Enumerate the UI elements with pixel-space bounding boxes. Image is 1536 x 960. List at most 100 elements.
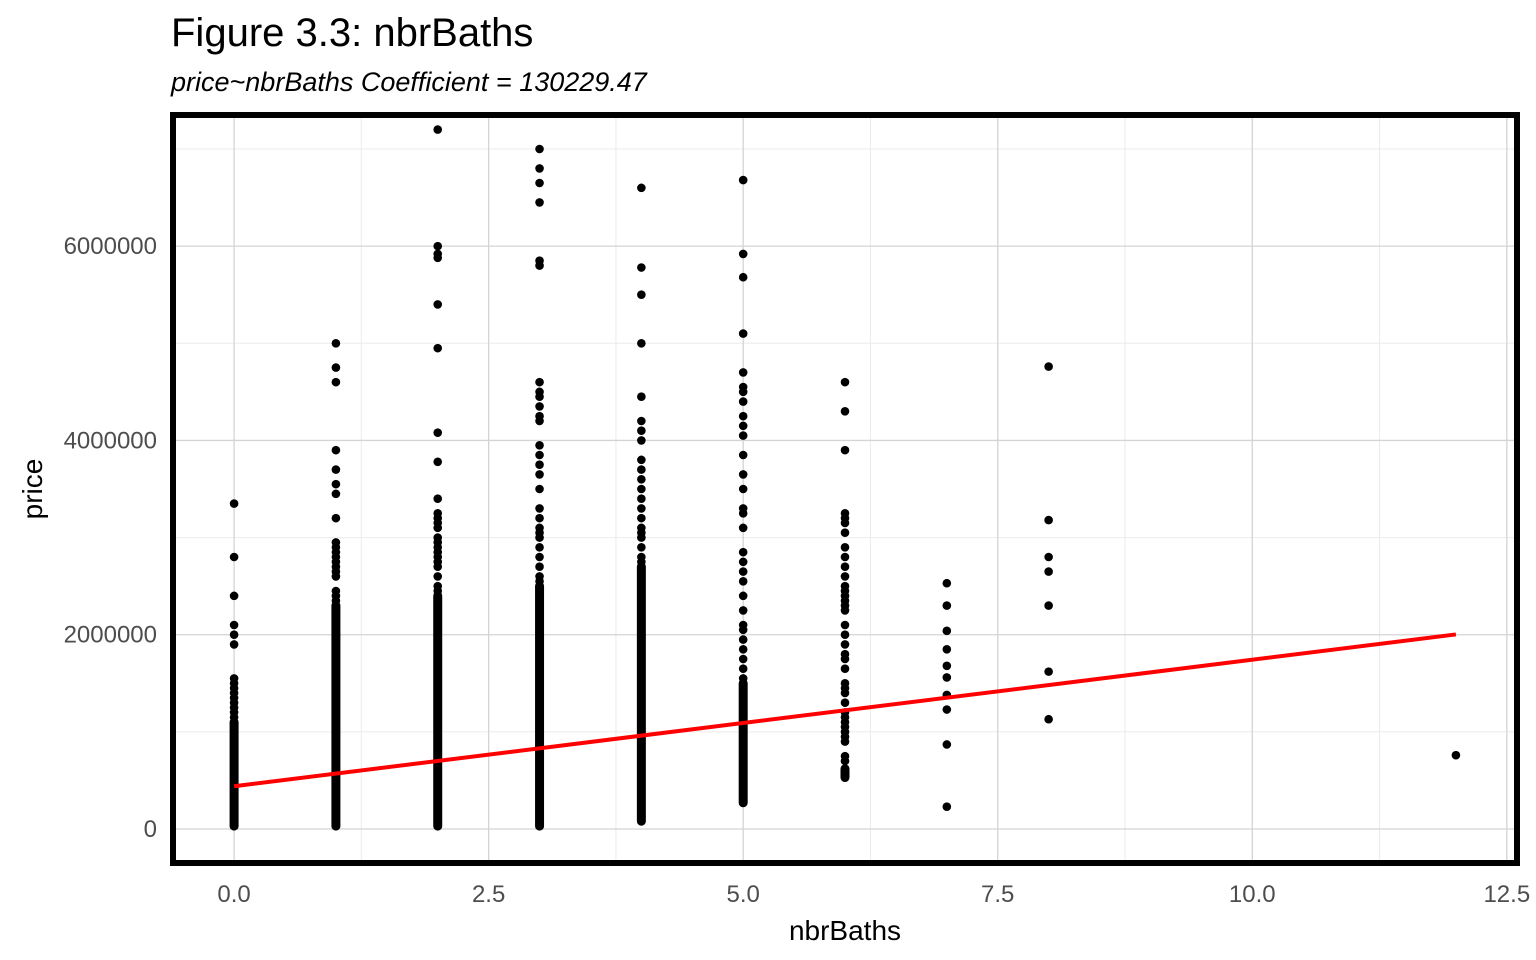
data-point bbox=[535, 178, 544, 188]
data-point bbox=[840, 562, 850, 572]
data-point bbox=[738, 329, 748, 338]
data-points bbox=[229, 125, 1461, 831]
x-axis-label: nbrBaths bbox=[789, 915, 901, 946]
data-point bbox=[637, 183, 646, 193]
data-point bbox=[637, 504, 646, 513]
data-point bbox=[1044, 362, 1053, 371]
data-point bbox=[840, 445, 850, 455]
data-point bbox=[433, 249, 443, 259]
data-point bbox=[840, 528, 850, 538]
data-point bbox=[942, 626, 952, 636]
data-point bbox=[840, 572, 850, 581]
data-point bbox=[738, 557, 748, 567]
data-point bbox=[433, 343, 443, 353]
data-point bbox=[738, 382, 748, 392]
data-point bbox=[433, 125, 443, 134]
data-point bbox=[229, 552, 239, 562]
data-point bbox=[738, 421, 748, 431]
data-point bbox=[535, 164, 544, 173]
data-point bbox=[942, 644, 952, 654]
data-point bbox=[840, 751, 850, 761]
data-point bbox=[331, 338, 341, 348]
data-point bbox=[840, 620, 850, 630]
data-point bbox=[535, 513, 544, 523]
data-point bbox=[942, 661, 952, 671]
data-point bbox=[637, 523, 646, 533]
regression-line-group bbox=[233, 632, 1457, 789]
data-point bbox=[535, 484, 544, 494]
y-tick-label: 0 bbox=[144, 816, 157, 843]
data-point bbox=[637, 484, 646, 494]
data-point bbox=[738, 567, 748, 576]
data-point bbox=[840, 552, 850, 562]
data-point bbox=[433, 572, 443, 581]
data-point bbox=[1044, 515, 1053, 525]
data-point bbox=[840, 640, 850, 649]
data-point bbox=[535, 450, 544, 460]
data-point bbox=[1044, 714, 1053, 724]
data-point bbox=[535, 144, 544, 154]
data-point bbox=[738, 606, 748, 615]
data-point bbox=[637, 392, 646, 402]
data-point bbox=[738, 664, 748, 674]
data-point bbox=[840, 542, 850, 552]
data-point bbox=[738, 674, 748, 683]
data-point bbox=[331, 489, 341, 499]
data-point bbox=[942, 578, 952, 588]
data-point bbox=[942, 705, 952, 714]
panel-border bbox=[170, 112, 1520, 866]
data-point bbox=[535, 542, 544, 552]
x-tick-label: 10.0 bbox=[1229, 881, 1276, 908]
data-point bbox=[1451, 750, 1461, 760]
data-point bbox=[535, 440, 544, 450]
data-point bbox=[942, 673, 952, 682]
data-point bbox=[535, 504, 544, 513]
data-point bbox=[637, 436, 646, 445]
data-point bbox=[637, 455, 646, 465]
data-point bbox=[738, 591, 748, 601]
data-point bbox=[433, 428, 443, 437]
data-point bbox=[433, 494, 443, 504]
data-point bbox=[840, 377, 850, 387]
data-point bbox=[229, 620, 239, 630]
data-point bbox=[331, 513, 341, 523]
data-point bbox=[738, 431, 748, 440]
data-point bbox=[840, 678, 850, 688]
data-point bbox=[738, 620, 748, 630]
data-point bbox=[229, 591, 239, 601]
data-point bbox=[229, 640, 239, 649]
data-point bbox=[637, 494, 646, 504]
data-point bbox=[942, 740, 952, 749]
data-point bbox=[1044, 601, 1053, 610]
data-point bbox=[331, 377, 341, 387]
data-point bbox=[229, 630, 239, 640]
y-axis-ticks: 0 2000000 4000000 6000000 bbox=[64, 233, 157, 843]
data-point bbox=[738, 523, 748, 533]
data-point bbox=[331, 586, 341, 596]
data-point bbox=[535, 460, 544, 470]
data-point bbox=[942, 802, 952, 811]
regression-line bbox=[233, 632, 1457, 789]
data-point bbox=[433, 508, 443, 518]
data-point bbox=[331, 479, 341, 489]
x-tick-label: 5.0 bbox=[726, 881, 759, 908]
data-point bbox=[331, 445, 341, 455]
y-axis-label: price bbox=[17, 459, 48, 520]
chart-subtitle: price~nbrBaths Coefficient = 130229.47 bbox=[171, 67, 647, 97]
data-point bbox=[331, 538, 341, 547]
data-point bbox=[637, 552, 646, 562]
data-point bbox=[433, 533, 443, 542]
y-tick-label: 6000000 bbox=[64, 233, 157, 260]
data-point bbox=[637, 416, 646, 426]
data-point bbox=[738, 397, 748, 406]
data-point bbox=[738, 368, 748, 377]
data-point bbox=[535, 523, 544, 533]
data-point bbox=[433, 300, 443, 309]
data-point bbox=[229, 499, 239, 508]
data-point bbox=[738, 175, 748, 185]
data-point bbox=[738, 654, 748, 664]
data-point bbox=[535, 198, 544, 207]
data-point bbox=[331, 363, 341, 372]
data-point bbox=[738, 547, 748, 557]
data-point bbox=[637, 338, 646, 348]
